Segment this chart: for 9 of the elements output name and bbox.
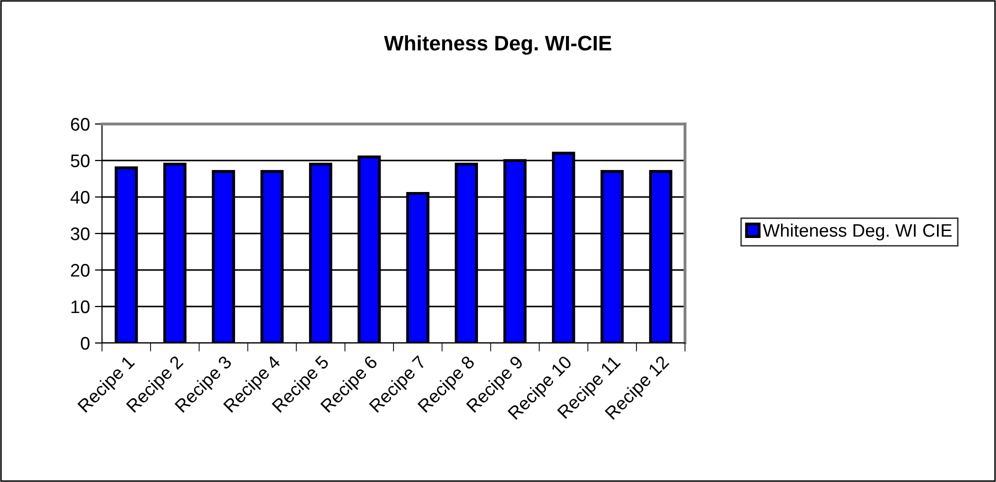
y-tick-label: 20: [71, 264, 90, 277]
y-tick-label: 10: [71, 300, 90, 314]
y-tick-label: 0: [80, 336, 90, 350]
chart-title: Whiteness Deg. WI-CIE: [384, 35, 612, 55]
y-tick-label: 50: [70, 154, 90, 168]
legend-label: Whiteness Deg. WI CIE: [762, 224, 952, 240]
y-tick-label: 60: [71, 118, 90, 131]
y-tick-label: 30: [70, 227, 90, 240]
y-tick-label: 40: [70, 190, 90, 204]
